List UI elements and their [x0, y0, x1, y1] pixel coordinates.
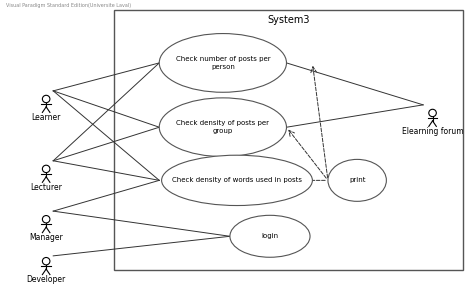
Text: Visual Paradigm Standard Edition(Universite Laval): Visual Paradigm Standard Edition(Univers…	[6, 3, 131, 8]
Text: Check density of words used in posts: Check density of words used in posts	[172, 177, 302, 183]
Ellipse shape	[429, 109, 437, 117]
Text: Lecturer: Lecturer	[30, 183, 62, 192]
Ellipse shape	[42, 165, 50, 172]
Ellipse shape	[42, 95, 50, 103]
Text: Elearning forum: Elearning forum	[402, 127, 464, 136]
FancyBboxPatch shape	[115, 10, 463, 270]
Text: Check number of posts per
person: Check number of posts per person	[175, 56, 270, 70]
Text: print: print	[349, 177, 365, 183]
Text: login: login	[262, 233, 279, 239]
Text: Developer: Developer	[27, 276, 66, 284]
Ellipse shape	[42, 257, 50, 265]
Ellipse shape	[159, 98, 286, 157]
Ellipse shape	[230, 215, 310, 257]
Text: Learner: Learner	[31, 113, 61, 122]
Text: System3: System3	[268, 15, 310, 25]
Ellipse shape	[42, 216, 50, 223]
Text: Check density of posts per
group: Check density of posts per group	[176, 121, 269, 134]
Ellipse shape	[162, 155, 312, 205]
Ellipse shape	[159, 34, 286, 92]
Ellipse shape	[328, 159, 386, 201]
Text: Manager: Manager	[29, 234, 63, 243]
